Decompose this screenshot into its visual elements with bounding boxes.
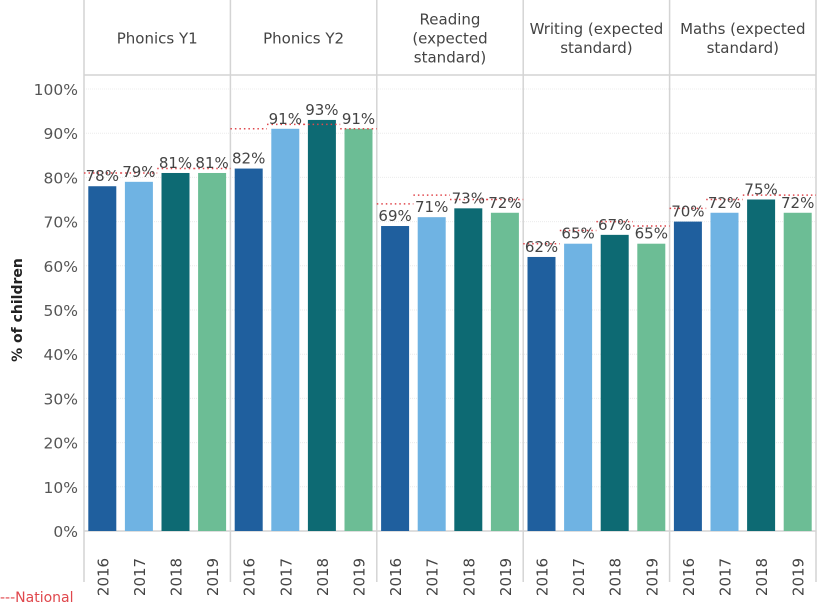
data-label: 79% xyxy=(122,163,155,181)
y-axis-title: % of children xyxy=(10,258,26,362)
data-label: 69% xyxy=(378,207,411,225)
data-label: 91% xyxy=(342,110,375,128)
data-label: 81% xyxy=(159,154,192,172)
bar xyxy=(564,243,593,531)
panel-header-label: standard) xyxy=(560,39,632,57)
bar xyxy=(673,221,702,531)
data-label: 81% xyxy=(195,154,228,172)
panel-header-label: (expected xyxy=(412,30,487,48)
data-label: 72% xyxy=(708,194,741,212)
bar xyxy=(637,243,666,531)
bar xyxy=(527,256,556,531)
data-label: 62% xyxy=(525,238,558,256)
data-label: 71% xyxy=(415,198,448,216)
bar xyxy=(747,199,776,531)
data-label: 91% xyxy=(269,110,302,128)
data-label: 65% xyxy=(635,225,668,243)
data-label: 82% xyxy=(232,150,265,168)
x-tick-label: 2017 xyxy=(131,558,149,596)
bar xyxy=(161,172,190,532)
x-tick-label: 2018 xyxy=(460,558,478,596)
x-tick-label: 2019 xyxy=(204,558,222,596)
x-tick-label: 2016 xyxy=(387,558,405,596)
y-tick-label: 100% xyxy=(34,81,78,99)
bar xyxy=(307,119,336,531)
x-tick-label: 2016 xyxy=(680,558,698,596)
x-tick-label: 2017 xyxy=(570,558,588,596)
y-tick-label: 20% xyxy=(44,435,78,453)
x-tick-label: 2016 xyxy=(241,558,259,596)
data-label: 73% xyxy=(452,189,485,207)
bar xyxy=(454,208,483,531)
y-tick-label: 60% xyxy=(44,258,78,276)
bar xyxy=(600,234,629,532)
data-label: 78% xyxy=(86,167,119,185)
bar xyxy=(124,181,153,531)
bar xyxy=(88,186,117,532)
bar xyxy=(490,212,519,531)
bar xyxy=(783,212,812,531)
x-tick-label: 2016 xyxy=(534,558,552,596)
y-tick-label: 70% xyxy=(44,214,78,232)
bar xyxy=(344,128,373,531)
bar xyxy=(271,128,300,531)
data-label: 93% xyxy=(305,101,338,119)
y-tick-label: 0% xyxy=(53,523,78,541)
bar xyxy=(710,212,739,531)
bar xyxy=(381,226,410,531)
panel-header-label: Phonics Y1 xyxy=(117,30,198,48)
x-tick-label: 2017 xyxy=(717,558,735,596)
x-tick-label: 2018 xyxy=(753,558,771,596)
data-label: 72% xyxy=(781,194,814,212)
y-tick-label: 90% xyxy=(44,125,78,143)
data-label: 65% xyxy=(561,225,594,243)
x-tick-label: 2019 xyxy=(351,558,369,596)
x-tick-label: 2018 xyxy=(168,558,186,596)
bar xyxy=(417,217,446,531)
x-tick-label: 2018 xyxy=(607,558,625,596)
panel-header-label: Phonics Y2 xyxy=(263,30,344,48)
bar xyxy=(234,168,263,531)
x-tick-label: 2019 xyxy=(497,558,515,596)
y-tick-label: 40% xyxy=(44,346,78,364)
data-label: 72% xyxy=(488,194,521,212)
y-tick-label: 10% xyxy=(44,479,78,497)
data-label: 70% xyxy=(671,203,704,221)
data-label: 75% xyxy=(744,181,777,199)
national-legend-note: ---National xyxy=(0,590,74,606)
y-tick-label: 30% xyxy=(44,390,78,408)
y-tick-label: 50% xyxy=(44,302,78,320)
panel-header-label: Reading xyxy=(420,11,481,29)
bar xyxy=(198,172,227,532)
panel-header-label: standard) xyxy=(707,39,779,57)
x-tick-label: 2019 xyxy=(643,558,661,596)
x-tick-label: 2019 xyxy=(790,558,808,596)
x-tick-label: 2017 xyxy=(277,558,295,596)
x-tick-label: 2018 xyxy=(314,558,332,596)
data-label: 67% xyxy=(598,216,631,234)
x-tick-label: 2016 xyxy=(94,558,112,596)
x-tick-label: 2017 xyxy=(424,558,442,596)
panel-header-label: standard) xyxy=(414,49,486,67)
panel-header-label: Writing (expected xyxy=(530,20,664,38)
panel-header-label: Maths (expected xyxy=(680,20,805,38)
y-tick-label: 80% xyxy=(44,169,78,187)
